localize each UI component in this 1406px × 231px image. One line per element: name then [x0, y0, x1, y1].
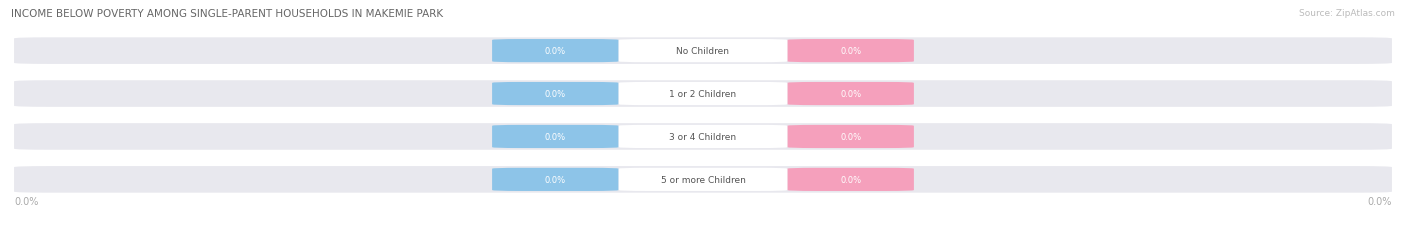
FancyBboxPatch shape [787, 83, 914, 106]
FancyBboxPatch shape [619, 168, 787, 191]
Text: 5 or more Children: 5 or more Children [661, 175, 745, 184]
Text: No Children: No Children [676, 47, 730, 56]
FancyBboxPatch shape [14, 81, 1392, 107]
Text: 0.0%: 0.0% [544, 47, 567, 56]
Text: Source: ZipAtlas.com: Source: ZipAtlas.com [1299, 9, 1395, 18]
Text: 3 or 4 Children: 3 or 4 Children [669, 132, 737, 141]
FancyBboxPatch shape [492, 40, 619, 63]
Text: 0.0%: 0.0% [1368, 196, 1392, 206]
Text: 0.0%: 0.0% [544, 132, 567, 141]
Text: 0.0%: 0.0% [544, 175, 567, 184]
Text: INCOME BELOW POVERTY AMONG SINGLE-PARENT HOUSEHOLDS IN MAKEMIE PARK: INCOME BELOW POVERTY AMONG SINGLE-PARENT… [11, 9, 443, 19]
FancyBboxPatch shape [619, 83, 787, 106]
Text: 0.0%: 0.0% [839, 90, 862, 99]
Text: 0.0%: 0.0% [14, 196, 38, 206]
Text: 0.0%: 0.0% [544, 90, 567, 99]
Text: 0.0%: 0.0% [839, 47, 862, 56]
Text: 1 or 2 Children: 1 or 2 Children [669, 90, 737, 99]
FancyBboxPatch shape [619, 40, 787, 63]
FancyBboxPatch shape [787, 125, 914, 148]
FancyBboxPatch shape [619, 125, 787, 148]
FancyBboxPatch shape [492, 168, 619, 191]
FancyBboxPatch shape [492, 83, 619, 106]
FancyBboxPatch shape [14, 166, 1392, 193]
FancyBboxPatch shape [14, 124, 1392, 150]
FancyBboxPatch shape [787, 168, 914, 191]
FancyBboxPatch shape [787, 40, 914, 63]
Text: 0.0%: 0.0% [839, 175, 862, 184]
FancyBboxPatch shape [492, 125, 619, 148]
FancyBboxPatch shape [14, 38, 1392, 65]
Text: 0.0%: 0.0% [839, 132, 862, 141]
